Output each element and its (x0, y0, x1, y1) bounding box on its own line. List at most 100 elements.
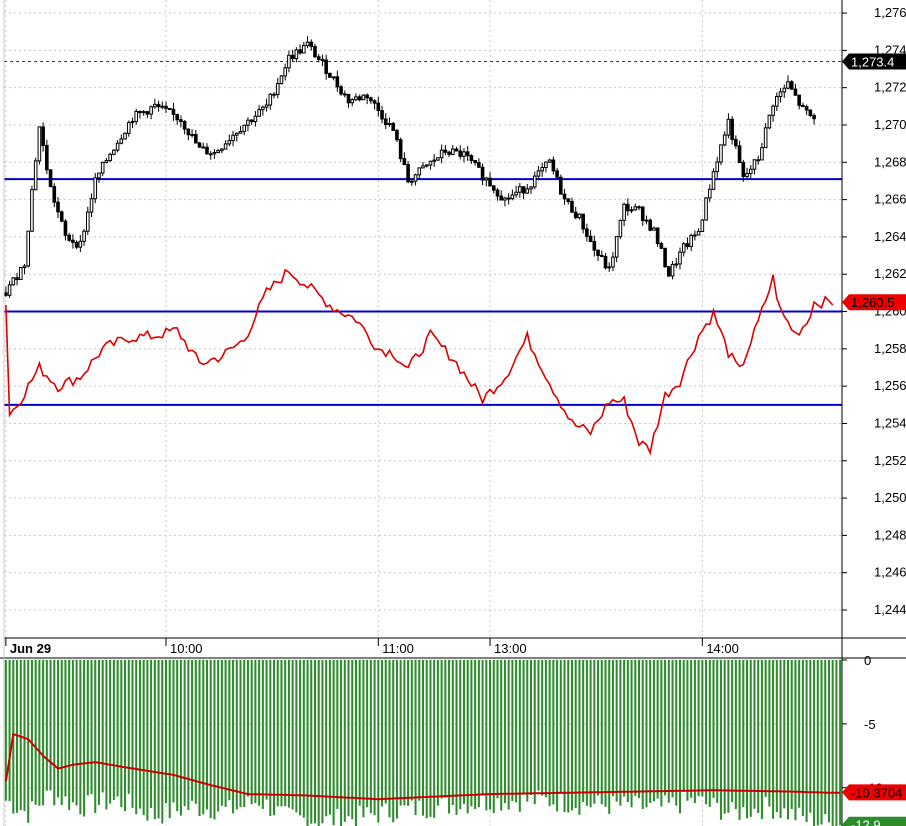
candle-body (417, 167, 422, 176)
candle-body (41, 126, 45, 146)
candle-body (294, 49, 299, 60)
volume-bars-layer (4, 660, 842, 826)
candle-body (745, 173, 749, 178)
candle-body (130, 120, 135, 124)
average-line (4, 732, 841, 801)
candle-body (361, 94, 366, 101)
candle-body (97, 172, 101, 179)
overlay-value-tag: 1,260.5 (842, 294, 906, 311)
candle-body (607, 266, 612, 269)
candle-body (313, 46, 317, 58)
candle-body (637, 206, 641, 209)
price-tags-layer: 1,273.4 1,260.5 -10.3704 -12.9 (842, 53, 906, 826)
candle-body (287, 54, 291, 69)
y-tick-label: 1,272 (874, 80, 906, 95)
candle-body (231, 134, 235, 142)
sub-y-tick-label: 0 (864, 653, 871, 668)
candle-body (488, 177, 492, 187)
candle-body (238, 130, 243, 134)
candle-body (614, 236, 619, 258)
candle-body (603, 255, 608, 269)
y-tick-label: 1,246 (874, 565, 906, 580)
candle-body (246, 119, 250, 126)
x-tick-label: 13:00 (494, 641, 527, 656)
candle-body (242, 124, 247, 132)
candle-body (626, 203, 630, 212)
candle-body (551, 159, 556, 172)
candle-body (59, 211, 64, 222)
y-tick-label: 1,258 (874, 341, 906, 356)
candle-body (253, 115, 258, 123)
candle-body (93, 177, 98, 200)
candle-body (100, 161, 105, 174)
candle-body (167, 107, 172, 110)
candle-body (7, 284, 12, 296)
candle-body (410, 180, 414, 183)
candle-body (33, 160, 38, 191)
candle-body (518, 186, 522, 193)
y-tick-label: 1,268 (874, 154, 906, 169)
candle-body (30, 189, 34, 232)
candle-body (439, 149, 444, 159)
candle-body (436, 157, 440, 161)
candle-body (216, 150, 220, 153)
candle-body (793, 88, 798, 96)
y-tick-label: 1,256 (874, 378, 906, 393)
candle-body (782, 87, 787, 93)
candle-body (302, 44, 306, 54)
candle-body (205, 146, 209, 155)
candle-body (175, 113, 179, 121)
candle-body (495, 189, 500, 197)
candle-body (491, 185, 496, 191)
candle-body (320, 58, 325, 61)
candle-body (82, 230, 86, 242)
y-tick-label: 1,276 (874, 5, 906, 20)
candle-body (663, 247, 667, 268)
candle-body (223, 143, 228, 150)
candle-body (730, 118, 734, 140)
candle-body (365, 94, 369, 99)
candle-body (465, 151, 470, 157)
candle-body (104, 160, 109, 163)
candle-body (462, 151, 466, 157)
candle-body (186, 128, 191, 136)
candle-body (156, 103, 161, 108)
candle-body (525, 188, 530, 194)
y-tick-label: 1,266 (874, 192, 906, 207)
overlay-line (5, 268, 834, 456)
candle-body (596, 249, 600, 256)
y-tick-label: 1,250 (874, 490, 906, 505)
candle-body (182, 120, 187, 130)
candle-body (305, 41, 310, 46)
candle-body (536, 170, 541, 177)
candle-body (71, 239, 75, 243)
candle-body (108, 153, 112, 162)
candle-body (264, 104, 269, 108)
candle-body (719, 144, 723, 163)
candle-body (443, 149, 448, 153)
candle-body (413, 174, 418, 182)
candle-body (134, 110, 139, 122)
candle-body (369, 97, 373, 102)
candle-body (667, 266, 671, 277)
candle-body (283, 67, 287, 77)
candle-body (290, 54, 295, 60)
y-tick-label: 1,248 (874, 527, 906, 542)
candle-body (22, 265, 27, 269)
candle-body (298, 49, 302, 54)
candle-body (763, 127, 768, 149)
candle-body (573, 211, 578, 219)
candle-body (63, 220, 68, 236)
candle-body (711, 171, 716, 190)
candle-body (689, 235, 693, 247)
candle-body (160, 105, 165, 108)
candle-body (179, 119, 183, 122)
candle-body (555, 170, 559, 178)
candle-body (532, 175, 537, 188)
y-tick-label: 1,262 (874, 266, 906, 281)
candle-body (164, 105, 168, 109)
candle-body (812, 114, 816, 120)
candle-body (704, 197, 708, 221)
candle-body (328, 72, 332, 78)
candle-body (566, 198, 571, 202)
